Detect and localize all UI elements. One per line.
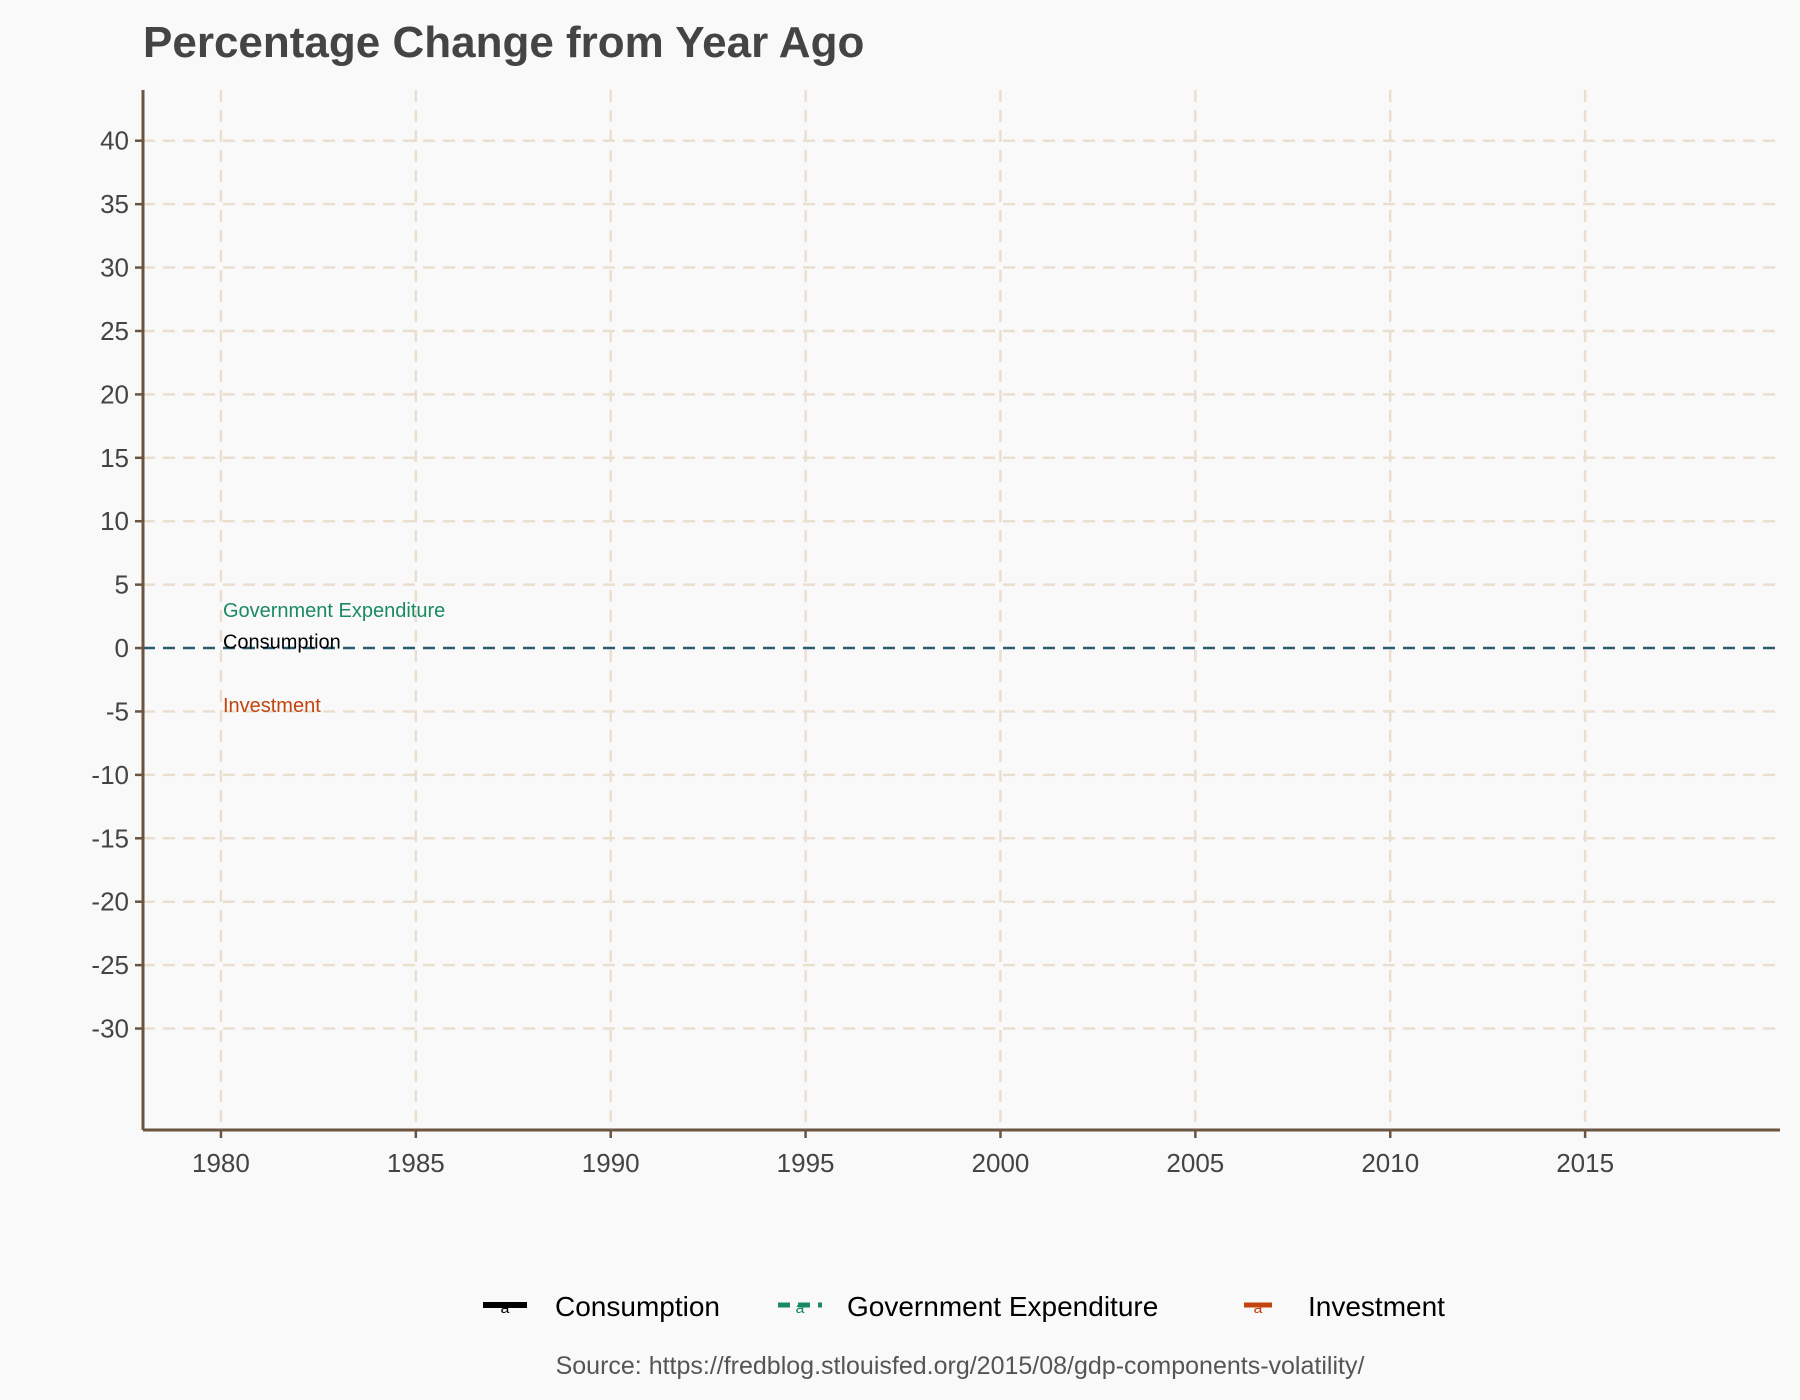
- y-tick-label: -30: [91, 1014, 129, 1044]
- legend-item: a Consumption: [483, 1291, 720, 1322]
- legend-label: Government Expenditure: [847, 1291, 1158, 1322]
- x-tick-label: 1990: [582, 1148, 640, 1178]
- x-tick-label: 1995: [777, 1148, 835, 1178]
- y-tick-label: -15: [91, 823, 129, 853]
- series-annotation: Consumption: [223, 632, 341, 654]
- y-tick-label: 25: [100, 316, 129, 346]
- x-tick-labels: 1980 1985 1990 1995 2000 2005 2010 2015: [192, 1130, 1614, 1178]
- y-tick-label: 30: [100, 253, 129, 283]
- y-tick-label: 20: [100, 379, 129, 409]
- x-tick-label: 2010: [1361, 1148, 1419, 1178]
- y-tick-label: 40: [100, 126, 129, 156]
- y-tick-label: 0: [115, 633, 129, 663]
- y-tick-label: -20: [91, 887, 129, 917]
- series-annotation: Investment: [223, 695, 321, 717]
- y-tick-label: -5: [106, 696, 129, 726]
- y-tick-label: 15: [100, 443, 129, 473]
- y-tick-label: 35: [100, 189, 129, 219]
- source-note: Source: https://fredblog.stlouisfed.org/…: [556, 1352, 1365, 1380]
- series-annotation: Government Expenditure: [223, 600, 445, 622]
- legend-label: Investment: [1308, 1291, 1445, 1322]
- y-tick-label: 5: [115, 570, 129, 600]
- x-tick-label: 2005: [1166, 1148, 1224, 1178]
- legend-key-glyph: a: [501, 1300, 510, 1317]
- legend-key-glyph: a: [796, 1300, 805, 1317]
- x-tick-label: 1985: [387, 1148, 445, 1178]
- legend: a Consumption a Government Expenditure a Inve…: [483, 1291, 1445, 1322]
- annotations: Government Expenditure Consumption Investm…: [223, 600, 445, 717]
- y-tick-label: -10: [91, 760, 129, 790]
- x-tick-label: 1980: [192, 1148, 250, 1178]
- x-tick-label: 2000: [972, 1148, 1030, 1178]
- grid: [143, 90, 1780, 1130]
- x-tick-label: 2015: [1556, 1148, 1614, 1178]
- legend-label: Consumption: [555, 1291, 720, 1322]
- y-tick-label: 10: [100, 506, 129, 536]
- legend-item: a Government Expenditure: [778, 1291, 1158, 1322]
- y-tick-labels: -30 -25 -20 -15 -10 -5 0 5 10 15 20 25 30 35 40: [91, 126, 143, 1044]
- y-tick-label: -25: [91, 950, 129, 980]
- legend-key-glyph: a: [1254, 1300, 1263, 1317]
- legend-item: a Investment: [1244, 1291, 1445, 1322]
- chart-title: Percentage Change from Year Ago: [143, 18, 864, 67]
